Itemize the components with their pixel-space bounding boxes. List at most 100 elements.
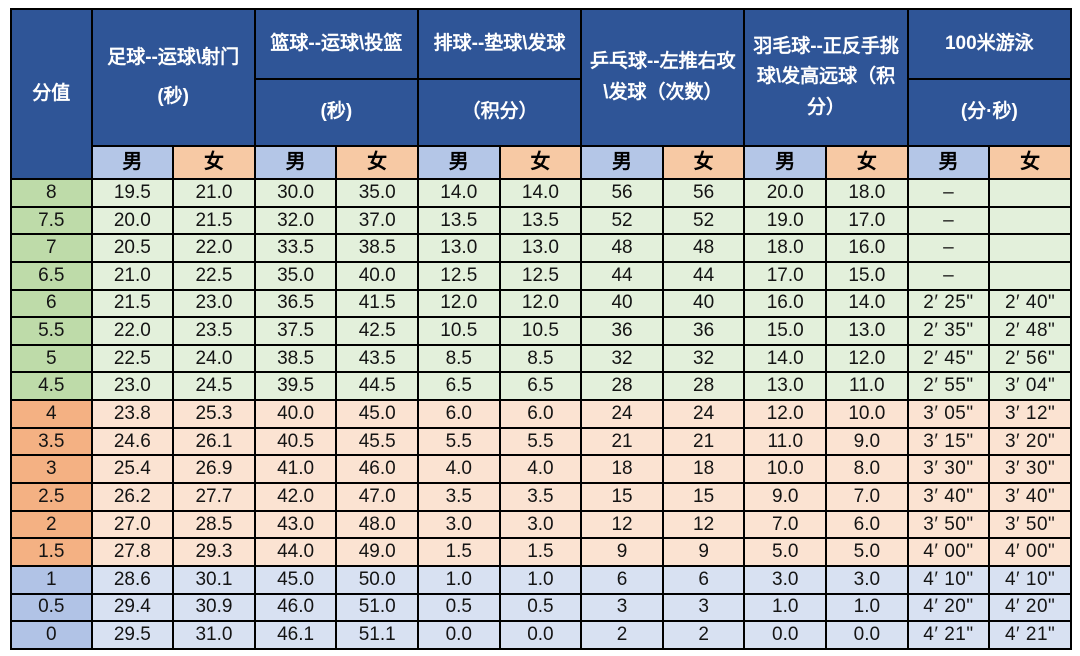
gender-male-header: 男 bbox=[580, 145, 664, 180]
value-cell: 24.6 bbox=[90, 426, 175, 457]
value-cell: 1.0 bbox=[743, 592, 828, 623]
gender-male-header: 男 bbox=[906, 145, 991, 180]
value-cell: 46.1 bbox=[253, 620, 338, 650]
value-cell: – bbox=[906, 177, 991, 208]
value-cell: 27.0 bbox=[90, 509, 175, 540]
value-cell: 8.5 bbox=[416, 343, 501, 374]
value-cell: 13.0 bbox=[743, 371, 828, 402]
value-cell: 2′ 35" bbox=[906, 316, 991, 346]
value-cell: 4.0 bbox=[416, 454, 501, 485]
column-group-tabletennis: 乒乓球--左推右攻\发球（次数） bbox=[580, 7, 746, 148]
value-cell: 3′ 05" bbox=[906, 399, 991, 429]
value-cell: 6.0 bbox=[416, 399, 501, 429]
value-cell: 14.0 bbox=[498, 177, 583, 208]
gender-female-header: 女 bbox=[335, 145, 419, 180]
value-cell: 20.0 bbox=[90, 205, 175, 236]
table-row: 3.5 24.6 26.1 40.5 45.5 5.5 5.5 21 21 11.0 9.0 3′ 1… bbox=[10, 426, 1072, 457]
value-cell: 45.5 bbox=[335, 426, 419, 457]
value-cell: 28 bbox=[661, 371, 746, 402]
value-cell: 3′ 15" bbox=[906, 426, 991, 457]
value-cell: 3′ 40" bbox=[906, 482, 991, 512]
score-cell: 3.5 bbox=[10, 426, 93, 457]
value-cell: 28.5 bbox=[172, 509, 256, 540]
value-cell: 3′ 40" bbox=[988, 482, 1072, 512]
value-cell bbox=[988, 205, 1072, 236]
value-cell: 38.5 bbox=[335, 233, 419, 263]
value-cell: 44 bbox=[580, 260, 664, 291]
value-cell: 6 bbox=[661, 564, 746, 595]
value-cell: 3′ 30" bbox=[988, 454, 1072, 485]
table-row: 0.5 29.4 30.9 46.0 51.0 0.5 0.5 3 3 1.0 1.0 4′ 20" 4… bbox=[10, 592, 1072, 623]
value-cell: 12.5 bbox=[498, 260, 583, 291]
score-cell: 4.5 bbox=[10, 371, 93, 402]
value-cell: 18 bbox=[580, 454, 664, 485]
score-cell: 7.5 bbox=[10, 205, 93, 236]
value-cell: 7.0 bbox=[743, 509, 828, 540]
value-cell: 26.2 bbox=[90, 482, 175, 512]
gender-female-header: 女 bbox=[988, 145, 1072, 180]
value-cell: 4′ 10" bbox=[988, 564, 1072, 595]
value-cell: 39.5 bbox=[253, 371, 338, 402]
value-cell: 52 bbox=[661, 205, 746, 236]
value-cell: 6.5 bbox=[416, 371, 501, 402]
value-cell: 33.5 bbox=[253, 233, 338, 263]
value-cell: 44 bbox=[661, 260, 746, 291]
value-cell: 30.1 bbox=[172, 564, 256, 595]
gender-female-header: 女 bbox=[825, 145, 909, 180]
score-cell: 5.5 bbox=[10, 316, 93, 346]
column-group-volleyball-title: 排球--垫球\发球 bbox=[416, 8, 583, 80]
value-cell: 31.0 bbox=[172, 620, 256, 650]
value-cell: 1.0 bbox=[825, 592, 909, 623]
value-cell: 0.5 bbox=[416, 592, 501, 623]
value-cell: 40.0 bbox=[253, 399, 338, 429]
value-cell: 0.0 bbox=[743, 620, 828, 650]
value-cell: 26.9 bbox=[172, 454, 256, 485]
value-cell: 3′ 50" bbox=[988, 509, 1072, 540]
value-cell: – bbox=[906, 233, 991, 263]
table-row: 7 20.5 22.0 33.5 38.5 13.0 13.0 48 48 18.0 16.0– bbox=[10, 233, 1072, 263]
value-cell: 44.5 bbox=[335, 371, 419, 402]
value-cell: 28 bbox=[580, 371, 664, 402]
value-cell: 44.0 bbox=[253, 537, 338, 567]
value-cell: – bbox=[906, 260, 991, 291]
value-cell: 9.0 bbox=[825, 426, 909, 457]
value-cell: 0.5 bbox=[498, 592, 583, 623]
value-cell: 32 bbox=[661, 343, 746, 374]
value-cell: 40.5 bbox=[253, 426, 338, 457]
value-cell: 21.5 bbox=[172, 205, 256, 236]
score-cell: 0 bbox=[10, 620, 93, 650]
value-cell: 15 bbox=[661, 482, 746, 512]
value-cell: 42.5 bbox=[335, 316, 419, 346]
value-cell: 47.0 bbox=[335, 482, 419, 512]
value-cell: 6.0 bbox=[498, 399, 583, 429]
value-cell: 36 bbox=[661, 316, 746, 346]
value-cell: 21.5 bbox=[90, 288, 175, 319]
value-cell: 21 bbox=[580, 426, 664, 457]
header-row-1: 分值 足球--运球\射门 (秒) 篮球--运球\投篮 排球--垫球\发球 乒乓球… bbox=[10, 7, 1073, 180]
value-cell: 3′ 12" bbox=[988, 399, 1072, 429]
value-cell: 3.0 bbox=[498, 509, 583, 540]
value-cell: 1.0 bbox=[416, 564, 501, 595]
value-cell: 2′ 48" bbox=[988, 316, 1072, 346]
value-cell: 12.0 bbox=[498, 288, 583, 319]
value-cell: 3.0 bbox=[825, 564, 909, 595]
value-cell: 25.4 bbox=[90, 454, 175, 485]
value-cell: 22.0 bbox=[172, 233, 256, 263]
value-cell: 22.5 bbox=[90, 343, 175, 374]
value-cell: – bbox=[906, 205, 991, 236]
table-row: 8 19.5 21.0 30.0 35.0 14.0 14.0 56 56 20.0 18.0– bbox=[10, 177, 1072, 208]
value-cell: 35.0 bbox=[335, 177, 419, 208]
value-cell: 48 bbox=[661, 233, 746, 263]
value-cell: 52 bbox=[580, 205, 664, 236]
value-cell: 3.5 bbox=[498, 482, 583, 512]
value-cell: 4′ 20" bbox=[988, 592, 1072, 623]
value-cell: 4.0 bbox=[498, 454, 583, 485]
value-cell: 13.0 bbox=[498, 233, 583, 263]
value-cell: 17.0 bbox=[743, 260, 828, 291]
table-row: 5.5 22.0 23.5 37.5 42.5 10.5 10.5 36 36 15.0 13.0 2… bbox=[10, 316, 1072, 346]
value-cell: 1.5 bbox=[498, 537, 583, 567]
score-cell: 2.5 bbox=[10, 482, 93, 512]
value-cell: 0.0 bbox=[416, 620, 501, 650]
value-cell: 20.0 bbox=[743, 177, 828, 208]
